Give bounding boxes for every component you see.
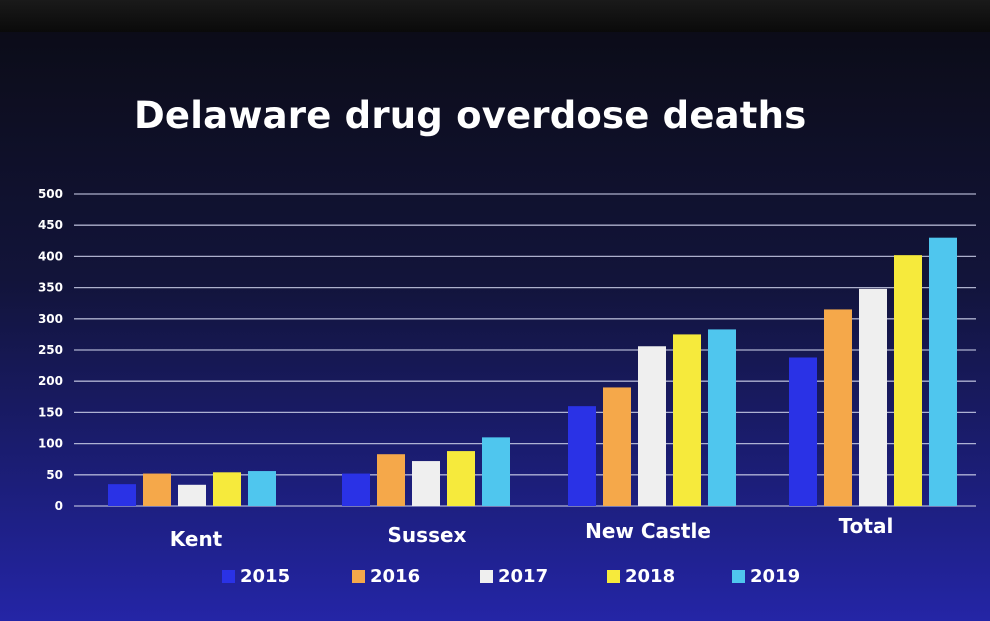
bar-new-castle-2018 — [673, 334, 701, 506]
y-tick-label: 500 — [38, 187, 63, 201]
bars — [108, 237, 957, 506]
bar-sussex-2016 — [377, 454, 405, 506]
bar-kent-2015 — [108, 484, 136, 506]
y-axis-ticks: 0 50 100 150 200 250 300 350 400 450 500 — [38, 187, 63, 513]
legend-label: 2019 — [750, 566, 801, 587]
bar-new-castle-2019 — [708, 329, 736, 506]
legend-swatch — [480, 570, 493, 583]
y-tick-label: 450 — [38, 218, 63, 232]
y-tick-label: 150 — [38, 405, 63, 419]
category-labels: Kent Sussex New Castle Total — [170, 514, 894, 551]
bar-kent-2018 — [213, 472, 241, 506]
legend-label: 2017 — [498, 566, 549, 587]
bar-total-2015 — [789, 357, 817, 506]
bar-total-2017 — [859, 288, 887, 506]
legend-item-2019: 2019 — [732, 566, 800, 587]
y-tick-label: 250 — [38, 343, 63, 357]
screen-bezel — [0, 0, 990, 32]
bar-kent-2017 — [178, 484, 206, 506]
legend-item-2016: 2016 — [352, 566, 420, 587]
legend-item-2015: 2015 — [222, 566, 290, 587]
y-tick-label: 50 — [46, 468, 63, 482]
legend-item-2018: 2018 — [607, 566, 675, 587]
bar-new-castle-2015 — [568, 406, 596, 506]
bar-kent-2016 — [143, 473, 171, 506]
bar-new-castle-2016 — [603, 387, 631, 506]
category-label: New Castle — [585, 519, 711, 543]
bar-sussex-2018 — [447, 451, 475, 506]
bar-total-2019 — [929, 237, 957, 506]
chart-title: Delaware drug overdose deaths — [134, 94, 807, 137]
y-tick-label: 0 — [55, 499, 63, 513]
legend-label: 2018 — [625, 566, 676, 587]
y-tick-label: 100 — [38, 437, 63, 451]
y-tick-label: 400 — [38, 249, 63, 263]
bar-sussex-2019 — [482, 437, 510, 506]
legend-swatch — [732, 570, 745, 583]
legend: 2015 2016 2017 2018 2019 — [222, 566, 822, 596]
y-tick-label: 200 — [38, 374, 63, 388]
legend-swatch — [607, 570, 620, 583]
bar-total-2018 — [894, 255, 922, 506]
category-label: Kent — [170, 527, 223, 551]
bar-kent-2019 — [248, 471, 276, 506]
bar-new-castle-2017 — [638, 346, 666, 506]
category-label: Sussex — [388, 523, 467, 547]
legend-label: 2015 — [240, 566, 291, 587]
bar-total-2016 — [824, 309, 852, 506]
y-tick-label: 350 — [38, 281, 63, 295]
legend-item-2017: 2017 — [480, 566, 548, 587]
y-tick-label: 300 — [38, 312, 63, 326]
legend-swatch — [352, 570, 365, 583]
category-label: Total — [839, 514, 894, 538]
bar-sussex-2015 — [342, 473, 370, 506]
legend-label: 2016 — [370, 566, 421, 587]
bar-sussex-2017 — [412, 461, 440, 506]
legend-swatch — [222, 570, 235, 583]
